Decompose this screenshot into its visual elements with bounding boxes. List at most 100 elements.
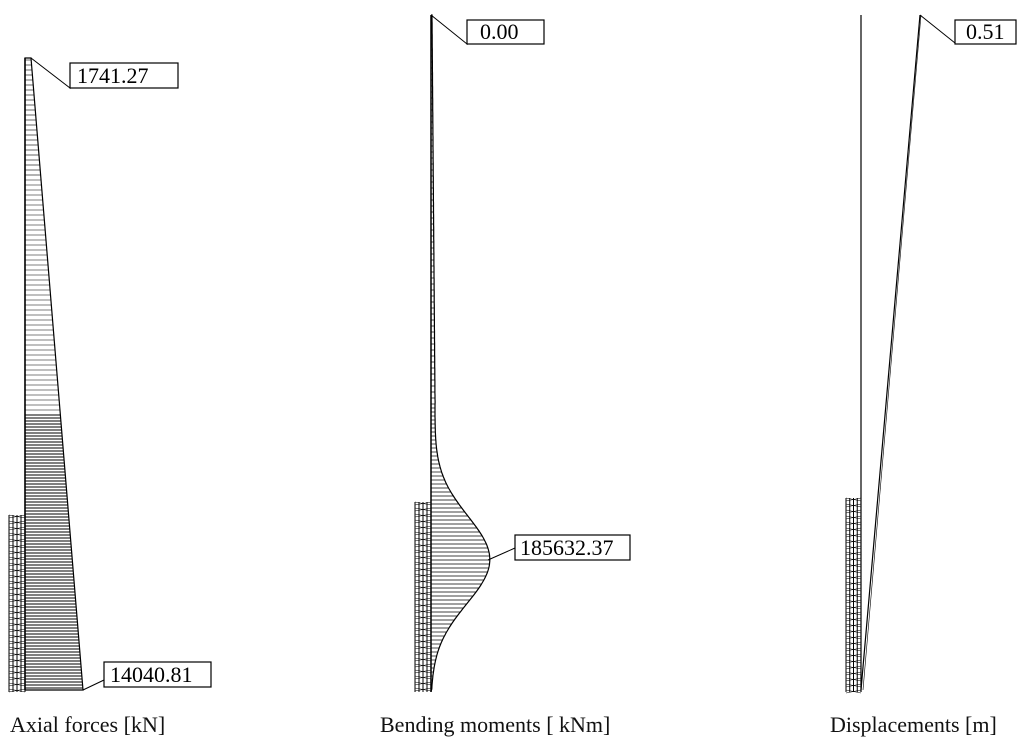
axial-pile-hatch: [8, 598, 26, 603]
moment-curve-outline: [430, 14, 491, 693]
axial-force-hatching: [25, 59, 83, 689]
disp-top-value: 0.51: [966, 19, 1005, 44]
axial-pile-hatch: [8, 646, 26, 651]
axial-pile-hatch: [8, 532, 26, 537]
axial-pile-hatch: [8, 652, 26, 657]
disp-top-leader: [919, 14, 956, 45]
moment-pile-hatch: [414, 573, 432, 578]
displacements-panel: 0.51: [845, 14, 1017, 694]
disp-pile-hatch: [845, 539, 862, 544]
disp-pile-hatch: [845, 605, 862, 610]
disp-pile-hatch: [845, 569, 862, 574]
axial-pile-hatch: [8, 610, 26, 615]
moment-hatching: [431, 19, 490, 689]
moment-top-value: 0.00: [480, 19, 519, 44]
disp-pile-hatch: [845, 659, 862, 664]
moment-pile-hatch: [414, 609, 432, 614]
moment-pile-hatch: [414, 657, 432, 662]
moment-top-leader: [430, 14, 468, 46]
disp-pile-hatch: [845, 545, 862, 550]
axial-pile-hatch: [8, 640, 26, 645]
disp-top-value-box: [954, 19, 1017, 45]
moment-peak-leader: [487, 535, 516, 561]
disp-pile-hatch: [845, 551, 862, 556]
axial-pile-hatch: [8, 526, 26, 531]
moment-pile-hatch: [414, 567, 432, 572]
deflected-shape-line-2: [862, 14, 922, 691]
disp-pile-hatch: [845, 623, 862, 628]
disp-pile-hatch: [845, 515, 862, 520]
moment-pile-hatch: [414, 561, 432, 566]
disp-pile-hatch: [845, 647, 862, 652]
moment-pile-hatch: [414, 651, 432, 656]
axial-pile-hatch: [8, 670, 26, 675]
axial-pile-hatch: [8, 658, 26, 663]
moment-pile-hatch: [414, 549, 432, 554]
moment-pile-hatch: [414, 675, 432, 680]
disp-pile-hatch: [845, 593, 862, 598]
disp-pile-hatch: [845, 665, 862, 670]
moment-pile-hatch: [414, 621, 432, 626]
disp-pile-hatch: [845, 563, 862, 568]
axial-top-leader: [30, 57, 71, 90]
axial-pile-hatch: [8, 616, 26, 621]
disp-pile-hatch: [845, 629, 862, 634]
axial-pile-hatch: [8, 634, 26, 639]
moment-top-value-box: [466, 19, 545, 45]
moment-pile-hatch: [414, 663, 432, 668]
axial-pile-hatch: [8, 580, 26, 585]
disp-pile-hatch: [845, 683, 862, 688]
disp-pile-hatch: [845, 581, 862, 586]
axial-pile-hatch: [8, 544, 26, 549]
disp-pile-hatch: [845, 653, 862, 658]
moment-pile-hatch: [414, 555, 432, 560]
disp-pile-hatch: [845, 497, 862, 502]
axial-pile-hatch: [8, 688, 26, 693]
disp-pile-hatch: [845, 617, 862, 622]
axial-top-value: 1741.27: [77, 63, 149, 88]
axial-pile-hatch: [8, 622, 26, 627]
bending-moments-panel: 0.00 185632.37: [414, 14, 631, 693]
axial-pile-hatch: [8, 604, 26, 609]
axial-pile-hatch: [8, 550, 26, 555]
disp-pile-hatch: [845, 503, 862, 508]
disp-pile-hatch: [845, 509, 862, 514]
disp-pile-hatch: [845, 599, 862, 604]
moment-pile-hatch: [414, 531, 432, 536]
axial-pile-hatch: [8, 676, 26, 681]
axial-bottom-value-box: [103, 661, 212, 688]
moment-pile-hatch: [414, 543, 432, 548]
axial-top-value-box: [69, 62, 179, 89]
moment-peak-value: 185632.37: [520, 535, 614, 560]
moment-pile-hatch: [414, 615, 432, 620]
moment-pile-hatch: [414, 627, 432, 632]
moment-pile-hatch: [414, 519, 432, 524]
displacements-caption: Displacements [m]: [830, 712, 997, 737]
disp-pile-hatch: [845, 533, 862, 538]
moment-pile-hatch: [414, 603, 432, 608]
moment-pile-segment: [414, 501, 432, 692]
disp-pile-hatch: [845, 521, 862, 526]
deflected-shape-line: [860, 14, 921, 691]
moment-pile-hatch: [414, 645, 432, 650]
moment-peak-value-box: [514, 534, 631, 561]
axial-pile-hatch: [8, 568, 26, 573]
disp-pile-hatch: [845, 575, 862, 580]
axial-pile-segment: [8, 514, 26, 693]
axial-pile-hatch: [8, 520, 26, 525]
axial-pile-hatch: [8, 574, 26, 579]
moment-pile-hatch: [414, 579, 432, 584]
axial-pile-hatch: [8, 682, 26, 687]
axial-forces-panel: 1741.27 14040.81: [8, 57, 212, 693]
moment-pile-hatch: [414, 681, 432, 686]
moment-pile-hatch: [414, 639, 432, 644]
axial-pile-hatch: [8, 562, 26, 567]
axial-pile-hatch: [8, 592, 26, 597]
disp-pile-hatch: [845, 677, 862, 682]
moment-pile-hatch: [414, 597, 432, 602]
moment-pile-hatch: [414, 501, 432, 506]
disp-pile-hatch: [845, 641, 862, 646]
disp-pile-hatch: [845, 689, 862, 694]
disp-pile-hatch: [845, 635, 862, 640]
